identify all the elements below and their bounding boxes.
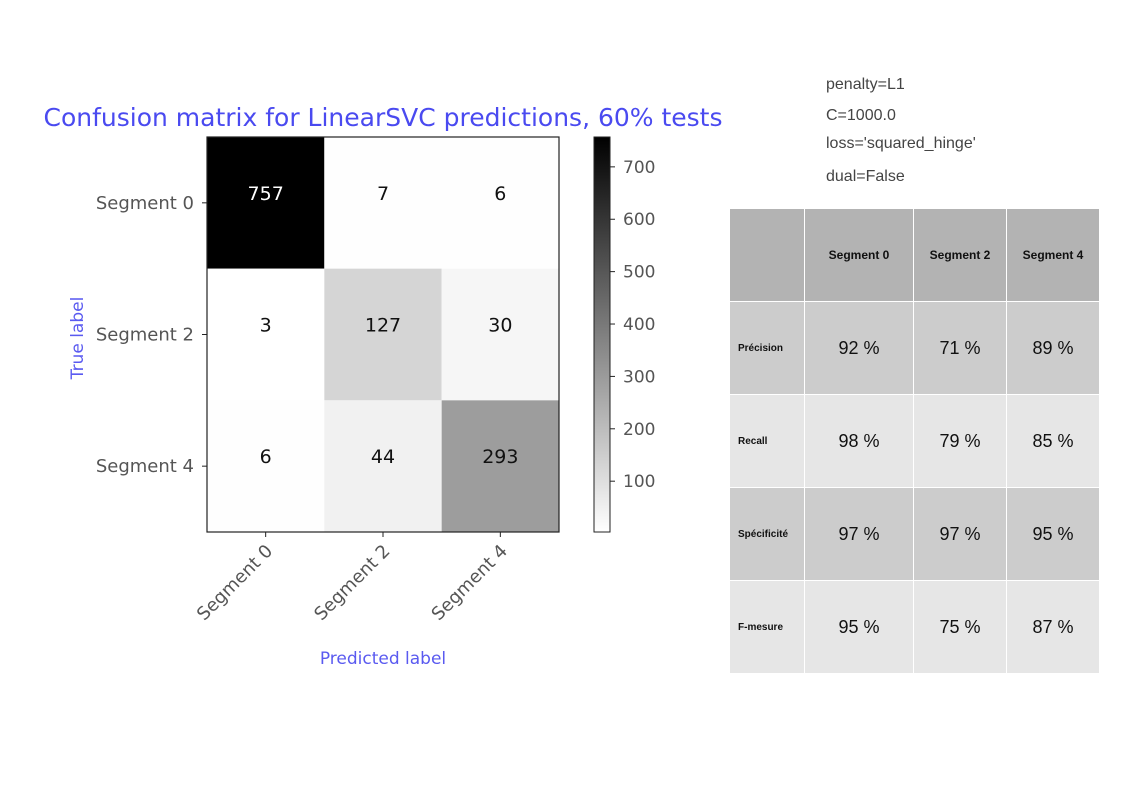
metrics-cell: 85 % [1006,394,1100,488]
matrix-cell [441,268,559,401]
cell-value-label: 30 [488,315,512,337]
chart-title: Confusion matrix for LinearSVC predictio… [43,103,722,132]
matrix-cell [324,137,442,269]
metrics-cell: 71 % [913,301,1007,395]
metrics-row-label: F-mesure [729,580,805,674]
x-tick-label: Segment 4 [428,541,512,625]
matrix-cell [441,137,559,269]
metrics-cell: 97 % [804,487,914,581]
metrics-cell: 75 % [913,580,1007,674]
metrics-row-precision: Précision 92 % 71 % 89 % [729,301,1100,395]
x-tick-label: Segment 2 [310,541,394,625]
metrics-row-specificity: Spécificité 97 % 97 % 95 % [729,487,1100,581]
metrics-cell: 87 % [1006,580,1100,674]
metrics-table: Segment 0 Segment 2 Segment 4 Précision … [729,208,1100,674]
y-axis-label: True label [68,297,88,381]
param-loss: loss='squared_hinge' [826,135,976,152]
cell-value-label: 127 [365,315,401,337]
colorbar-tick-label: 200 [623,420,655,440]
y-tick-label: Segment 2 [96,325,194,346]
metrics-row-label: Spécificité [729,487,805,581]
metrics-cell: 92 % [804,301,914,395]
cell-value-label: 757 [248,183,284,205]
colorbar-tick-label: 600 [623,210,655,230]
confusion-matrix-chart: Confusion matrix for LinearSVC predictio… [43,103,722,669]
metrics-col-header: Segment 2 [913,208,1007,302]
metrics-row-label: Précision [729,301,805,395]
metrics-row-label: Recall [729,394,805,488]
metrics-col-header: Segment 0 [804,208,914,302]
metrics-cell: 95 % [804,580,914,674]
colorbar-tick-label: 700 [623,158,655,178]
matrix-cell [324,268,442,401]
matrix-cell [207,400,325,532]
metrics-corner-cell [729,208,805,302]
colorbar-tick-label: 400 [623,315,655,335]
colorbar-tick-label: 300 [623,367,655,387]
metrics-col-header: Segment 4 [1006,208,1100,302]
metrics-cell: 98 % [804,394,914,488]
y-tick-label: Segment 4 [96,456,194,477]
colorbar [593,136,611,533]
metrics-row-recall: Recall 98 % 79 % 85 % [729,394,1100,488]
matrix-cell [324,400,442,532]
cell-value-label: 3 [260,315,272,337]
metrics-row-f-measure: F-mesure 95 % 75 % 87 % [729,580,1100,674]
cell-value-label: 6 [494,183,506,205]
colorbar-tick-label: 100 [623,472,655,492]
x-axis-label: Predicted label [320,649,446,669]
metrics-cell: 97 % [913,487,1007,581]
cell-value-label: 7 [377,183,389,205]
cell-value-label: 6 [260,446,272,468]
cell-value-label: 293 [482,446,518,468]
param-penalty: penalty=L1 [826,76,905,93]
matrix-cell [207,137,325,269]
param-dual: dual=False [826,168,905,185]
param-c: C=1000.0 [826,107,896,124]
metrics-cell: 89 % [1006,301,1100,395]
metrics-cell: 79 % [913,394,1007,488]
y-tick-label: Segment 0 [96,193,194,214]
metrics-cell: 95 % [1006,487,1100,581]
cell-value-label: 44 [371,446,395,468]
matrix-cell [441,400,559,532]
metrics-header-row: Segment 0 Segment 2 Segment 4 [729,208,1100,302]
colorbar-tick-label: 500 [623,263,655,283]
matrix-cell [207,268,325,401]
x-tick-label: Segment 0 [193,541,277,625]
